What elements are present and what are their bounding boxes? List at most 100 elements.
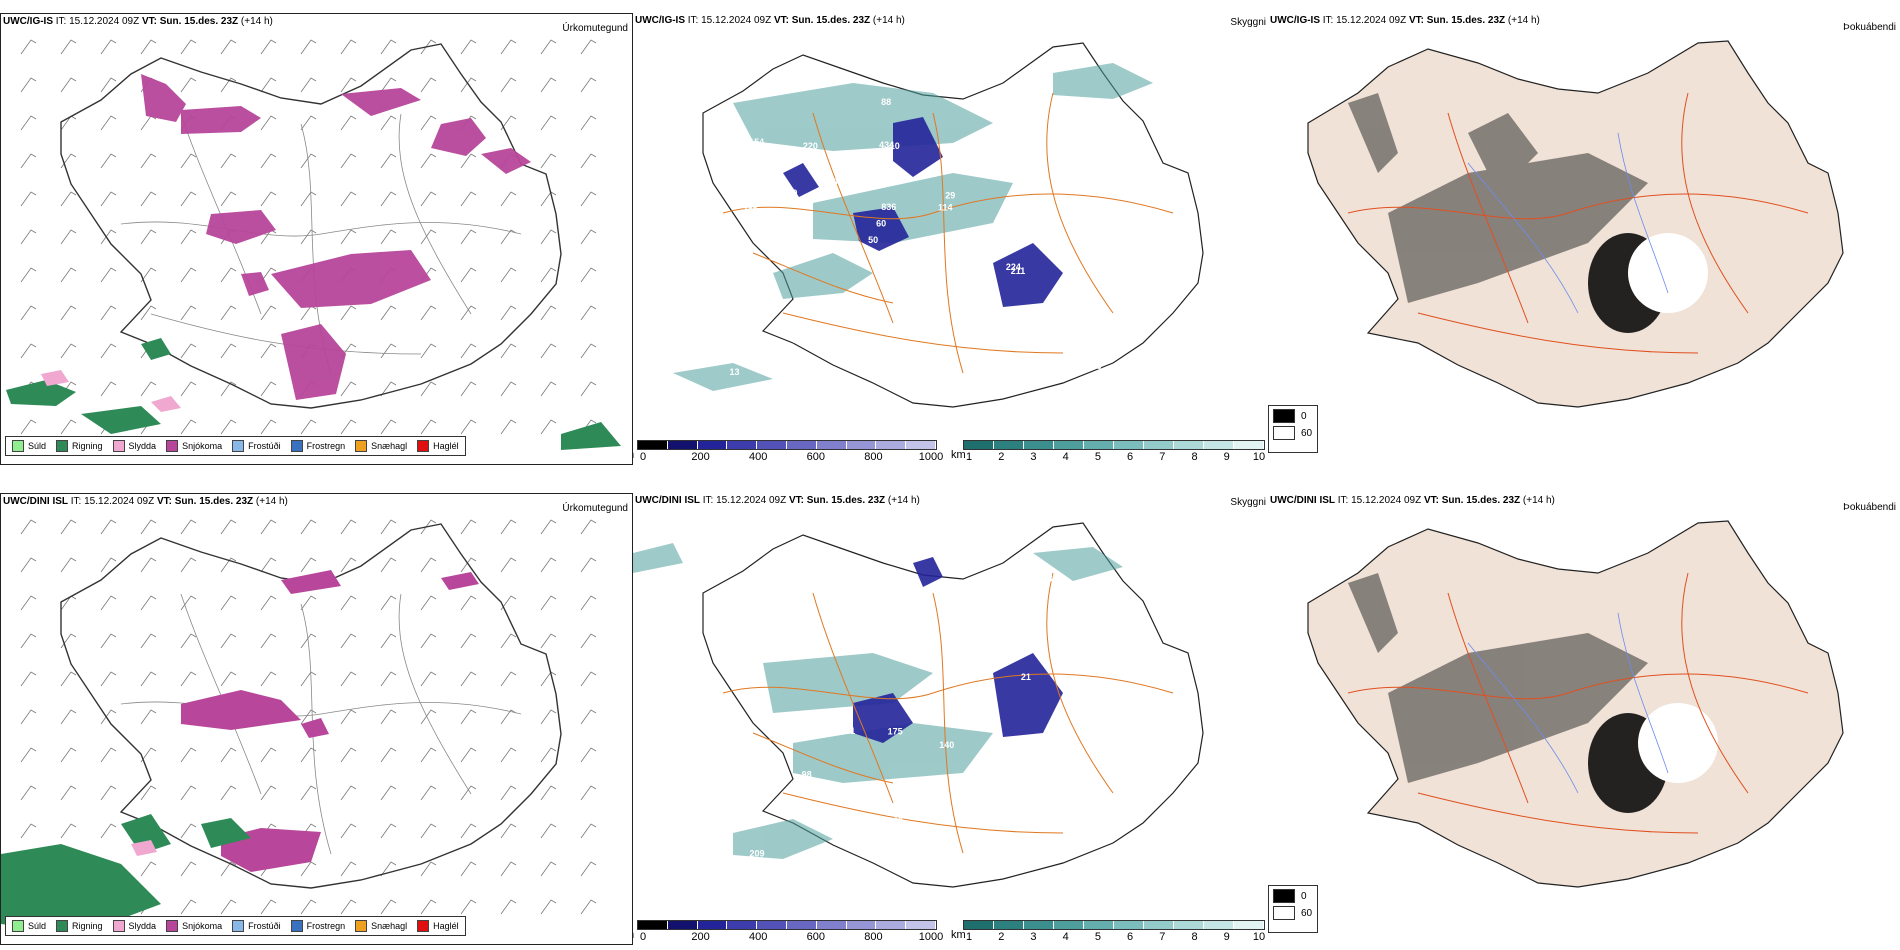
wind-barb — [180, 633, 197, 649]
wind-barb — [260, 77, 277, 93]
wind-barb — [20, 557, 37, 573]
colorbar-tick: 5 — [1094, 931, 1101, 943]
wind-barb — [220, 267, 237, 283]
wind-barb — [260, 419, 277, 435]
visibility-areas — [673, 63, 1153, 391]
colorbar-tick: 4 — [1062, 931, 1069, 943]
wind-barb — [20, 633, 37, 649]
clear-area — [1628, 233, 1708, 313]
wind-barb — [580, 519, 597, 535]
wind-barb — [300, 39, 317, 55]
wind-barb — [540, 823, 557, 839]
wind-barb — [220, 39, 237, 55]
wind-barb — [20, 709, 37, 725]
wind-barb — [140, 115, 157, 131]
wind-barb — [20, 419, 37, 435]
wind-barb — [460, 305, 477, 321]
legend-swatch — [417, 440, 430, 452]
colorbar-bin — [638, 441, 668, 449]
legend-item: Slydda — [112, 440, 156, 452]
cloud-base-label: 939 — [1043, 574, 1058, 584]
wind-barb — [180, 419, 197, 435]
colorbar-bin — [1174, 921, 1204, 929]
wind-barb — [260, 115, 277, 131]
fog-indicator-map — [1307, 520, 1844, 888]
precip-type-legend: Súld Rigning Slydda Snjókoma Frostúði Fr… — [5, 436, 466, 456]
colorbar-tick: 600 — [806, 451, 825, 463]
legend-item: Snjókoma — [166, 920, 222, 932]
wind-barb — [260, 671, 277, 687]
wind-barb — [420, 633, 437, 649]
field-name: Úrkomutegund — [562, 23, 628, 34]
cloud-base-label: 434 — [879, 140, 894, 150]
cloud-base-visibility-map: 155 897 988 175 140 83 19 265 60 65 267 209 220 761 41… — [633, 522, 1204, 888]
wind-barb — [220, 519, 237, 535]
colorbar-tick: 8 — [1191, 451, 1198, 463]
wind-barb — [260, 153, 277, 169]
wind-barb — [60, 77, 77, 93]
wind-barb — [20, 77, 37, 93]
fog-panel-top: UWC/IG-IS IT: 15.12.2024 09Z VT: Sun. 15… — [1268, 13, 1900, 465]
wind-barb — [100, 153, 117, 169]
legend-item: Frostregn — [290, 920, 345, 932]
wind-barb — [260, 595, 277, 611]
wind-barb — [220, 747, 237, 763]
cloud-base-label: 209 — [750, 849, 765, 859]
cloud-vis-panel-bottom: UWC/DINI ISL IT: 15.12.2024 09Z VT: Sun.… — [633, 493, 1268, 945]
legend-swatch — [56, 920, 69, 932]
legend-item: Súld — [12, 920, 46, 932]
wind-barb — [500, 267, 517, 283]
wind-barb — [540, 229, 557, 245]
wind-barb — [180, 671, 197, 687]
precip-type-map — [6, 39, 621, 450]
wind-barb — [60, 343, 77, 359]
wind-barb — [580, 191, 597, 207]
cloud-base-label: 860 — [876, 322, 891, 332]
colorbar-bin — [1084, 441, 1114, 449]
wind-barb — [500, 899, 517, 915]
wind-barb — [60, 557, 77, 573]
wind-barb — [500, 747, 517, 763]
wind-barb — [580, 39, 597, 55]
wind-barb — [340, 785, 357, 801]
wind-barb — [460, 229, 477, 245]
wind-barb — [580, 861, 597, 877]
wind-barb — [420, 77, 437, 93]
wind-barb — [540, 595, 557, 611]
wind-barb — [460, 191, 477, 207]
rivers — [1467, 612, 1669, 794]
wind-barb — [380, 229, 397, 245]
colorbar-bin — [727, 441, 758, 449]
low-cloud-areas — [853, 557, 1063, 743]
cloud-base-label: 99 — [1053, 361, 1063, 371]
wind-barb — [380, 557, 397, 573]
cloud-base-label: 175 — [888, 726, 903, 736]
wind-barb — [260, 785, 277, 801]
wind-barb — [100, 229, 117, 245]
wind-barb — [220, 595, 237, 611]
wind-barb — [220, 633, 237, 649]
legend-item: Haglél — [417, 920, 459, 932]
wind-barb — [100, 519, 117, 535]
wind-barb — [220, 671, 237, 687]
legend-item: Snæhagl — [355, 920, 407, 932]
wind-barb — [20, 229, 37, 245]
wind-barb — [140, 381, 157, 397]
wind-barb — [340, 823, 357, 839]
wind-barb — [420, 153, 437, 169]
wind-barb — [500, 519, 517, 535]
cloud-base-colorbar: 0 200 400 600 800 1000 m — [633, 440, 943, 465]
wind-barb — [380, 709, 397, 725]
wind-barb — [460, 519, 477, 535]
wind-barb — [20, 823, 37, 839]
wind-barb — [460, 899, 477, 915]
wind-barb — [540, 305, 557, 321]
wind-barb — [420, 899, 437, 915]
wind-barb — [540, 747, 557, 763]
wind-barb — [500, 785, 517, 801]
wind-barb — [500, 305, 517, 321]
wind-barb — [20, 519, 37, 535]
legend-item: Snjókoma — [166, 440, 222, 452]
wind-barb — [260, 899, 277, 915]
rivers — [1467, 132, 1669, 314]
